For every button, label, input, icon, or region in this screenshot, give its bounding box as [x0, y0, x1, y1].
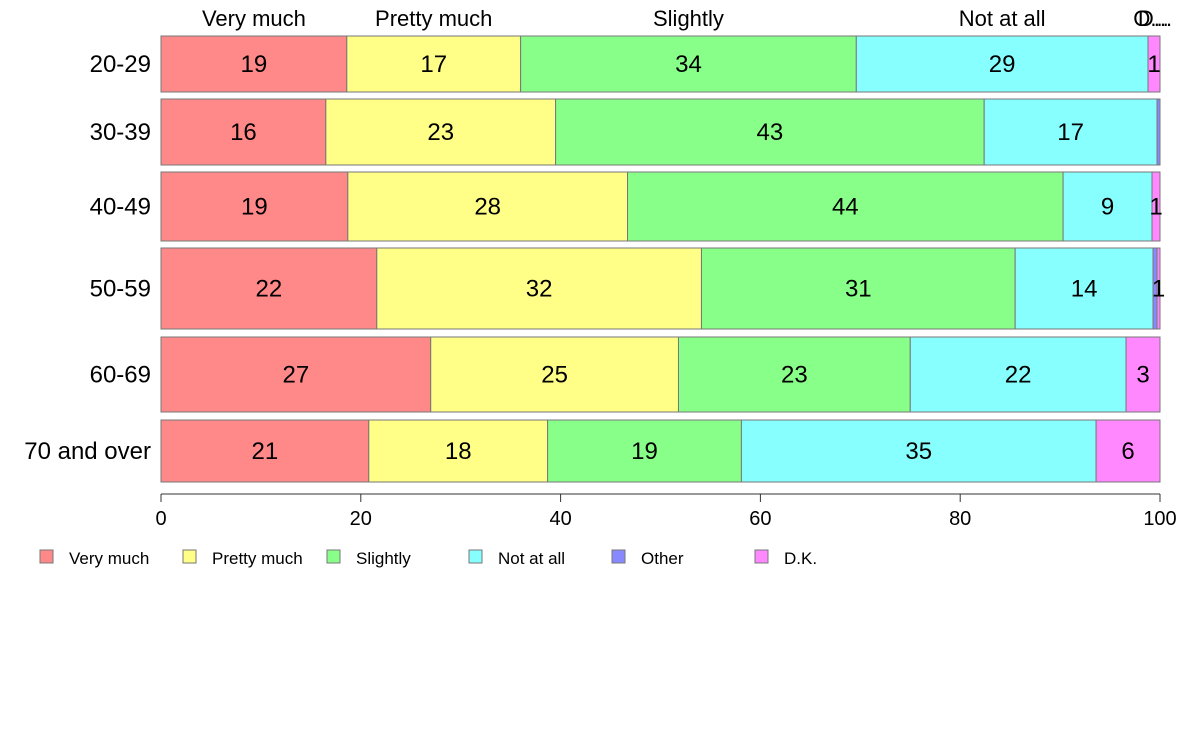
legend-swatch — [39, 549, 54, 564]
top-category-label: Very much — [202, 6, 306, 31]
category-label: 40-49 — [90, 194, 151, 221]
bar-segment — [1151, 171, 1161, 242]
bar-value-label: 32 — [526, 276, 553, 303]
x-tick-label: 20 — [350, 508, 372, 530]
bar-segment — [983, 98, 1158, 166]
bar-value-label: 31 — [845, 276, 872, 303]
top-category-label: Not at all — [959, 6, 1046, 31]
x-tick-label: 100 — [1143, 508, 1176, 530]
bar-value-label: 14 — [1071, 276, 1098, 303]
bar-value-label: 3 — [1136, 362, 1149, 389]
bars: 19 17 34 29 1 16 23 43 17 19 28 44 9 1 22 32 31 14 1 27 25 23… — [160, 35, 1165, 483]
bar-segment — [555, 98, 985, 166]
legend: Very much Pretty much Slightly Not at all Ot… — [39, 549, 817, 568]
bar-segment — [855, 35, 1149, 93]
bar-value-label: 35 — [905, 438, 932, 465]
legend-swatch — [611, 549, 626, 564]
top-category-labels: Very much Pretty much Slightly Not at all O.… — [202, 6, 1172, 31]
bar-value-label: 22 — [256, 276, 283, 303]
bar-segment — [368, 419, 549, 483]
bar-segment — [347, 171, 629, 242]
bar-segment — [160, 247, 378, 330]
bar-segment — [325, 98, 557, 166]
bar-value-label: 16 — [230, 119, 257, 146]
bar-value-label: 1 — [1147, 51, 1160, 78]
bar-value-label: 23 — [427, 119, 454, 146]
top-category-label: D... — [1138, 6, 1172, 31]
legend-label: Very much — [69, 549, 149, 568]
bar-value-label: 19 — [241, 51, 268, 78]
bar-segment — [627, 171, 1064, 242]
bar-value-label: 28 — [474, 194, 501, 221]
bar-segment — [909, 336, 1127, 413]
y-axis-labels: 20-29 30-39 40-49 50-59 60-69 70 and over — [24, 51, 151, 465]
category-label: 20-29 — [90, 51, 151, 78]
bar-segment — [547, 419, 742, 483]
bar-segment — [1156, 247, 1161, 330]
x-axis: 0 20 40 60 80 100 — [155, 493, 1177, 530]
bar-segment — [1095, 419, 1161, 483]
category-label: 70 and over — [24, 438, 151, 465]
bar-segment — [346, 35, 522, 93]
category-label: 60-69 — [90, 362, 151, 389]
bar-segment — [160, 171, 349, 242]
bar-value-label: 43 — [757, 119, 784, 146]
legend-label: Not at all — [498, 549, 565, 568]
x-tick-label: 60 — [749, 508, 771, 530]
bar-value-label: 44 — [832, 194, 859, 221]
x-tick-label: 0 — [155, 508, 166, 530]
bar-value-label: 22 — [1005, 362, 1032, 389]
bar-segment — [520, 35, 857, 93]
bar-segment — [430, 336, 679, 413]
bar-value-label: 29 — [989, 51, 1016, 78]
bar-value-label: 1 — [1149, 194, 1162, 221]
top-category-label: O... — [1133, 6, 1168, 31]
legend-swatch — [326, 549, 341, 564]
legend-label: Other — [641, 549, 684, 568]
bar-value-label: 9 — [1101, 194, 1114, 221]
category-label: 30-39 — [90, 119, 151, 146]
bar-value-label: 1 — [1152, 276, 1165, 303]
legend-swatch — [468, 549, 483, 564]
bar-segment — [677, 336, 911, 413]
bar-segment — [1014, 247, 1154, 330]
bar-value-label: 19 — [631, 438, 658, 465]
top-category-label: Pretty much — [375, 6, 492, 31]
bar-segment — [160, 35, 348, 93]
legend-label: Slightly — [356, 549, 411, 568]
top-category-label: Slightly — [653, 6, 724, 31]
bar-segment — [160, 98, 327, 166]
bar-segment — [700, 247, 1016, 330]
bar-value-label: 27 — [283, 362, 310, 389]
legend-label: D.K. — [784, 549, 817, 568]
bar-segment — [740, 419, 1097, 483]
category-label: 50-59 — [90, 276, 151, 303]
bar-segment — [376, 247, 702, 330]
bar-value-label: 21 — [252, 438, 279, 465]
legend-swatch — [182, 549, 197, 564]
bar-value-label: 19 — [241, 194, 268, 221]
bar-value-label: 25 — [541, 362, 568, 389]
legend-label: Pretty much — [212, 549, 303, 568]
bar-value-label: 23 — [781, 362, 808, 389]
bar-value-label: 34 — [675, 51, 702, 78]
bar-segment — [1062, 171, 1153, 242]
bar-segment — [160, 336, 432, 413]
legend-swatch — [754, 549, 769, 564]
x-tick-label: 40 — [549, 508, 571, 530]
bar-value-label: 17 — [420, 51, 447, 78]
bar-segment — [1125, 336, 1161, 413]
bar-segment — [1147, 35, 1161, 93]
x-tick-label: 80 — [949, 508, 971, 530]
bar-value-label: 18 — [445, 438, 472, 465]
bar-segment — [1156, 98, 1161, 166]
bar-value-label: 6 — [1121, 438, 1134, 465]
bar-value-label: 17 — [1057, 119, 1084, 146]
bar-segment — [160, 419, 370, 483]
